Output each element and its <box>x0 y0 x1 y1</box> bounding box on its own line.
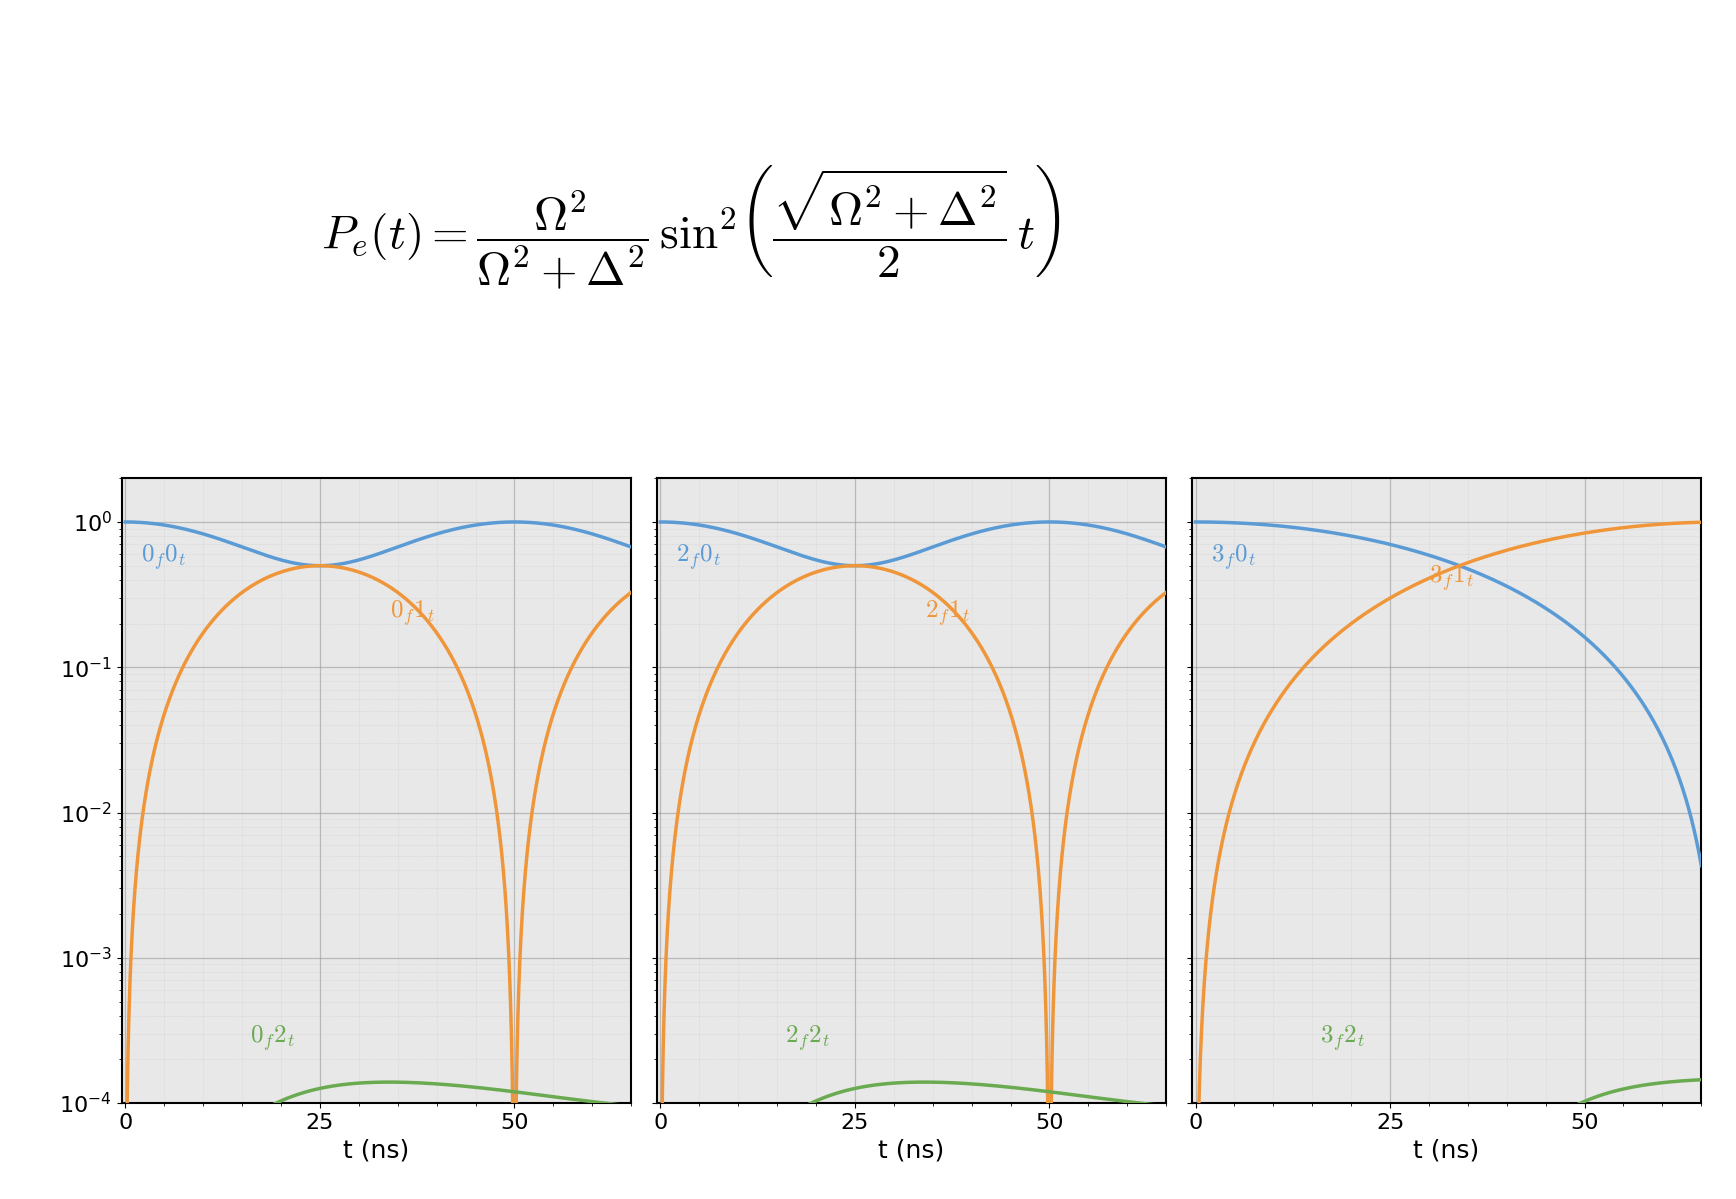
X-axis label: t (ns): t (ns) <box>344 1138 410 1162</box>
Text: $0_{f}2_{t}$: $0_{f}2_{t}$ <box>250 1024 295 1054</box>
Text: $0_{f}1_{t}$: $0_{f}1_{t}$ <box>391 598 436 627</box>
X-axis label: t (ns): t (ns) <box>878 1138 944 1162</box>
Text: $3_{f}1_{t}$: $3_{f}1_{t}$ <box>1429 564 1474 594</box>
X-axis label: t (ns): t (ns) <box>1413 1138 1479 1162</box>
Text: $2_{f}2_{t}$: $2_{f}2_{t}$ <box>785 1024 830 1054</box>
Text: $0_{f}0_{t}$: $0_{f}0_{t}$ <box>141 543 186 572</box>
Text: $2_{f}0_{t}$: $2_{f}0_{t}$ <box>675 543 720 572</box>
Text: $3_{f}2_{t}$: $3_{f}2_{t}$ <box>1319 1024 1364 1054</box>
Text: $3_{f}0_{t}$: $3_{f}0_{t}$ <box>1212 543 1257 572</box>
Text: $P_e(t) = \dfrac{\Omega^2}{\Omega^2 + \Delta^2}\, \sin^2\!\left( \dfrac{\sqrt{\O: $P_e(t) = \dfrac{\Omega^2}{\Omega^2 + \D… <box>321 163 1061 291</box>
Text: $2_{f}1_{t}$: $2_{f}1_{t}$ <box>925 598 970 627</box>
